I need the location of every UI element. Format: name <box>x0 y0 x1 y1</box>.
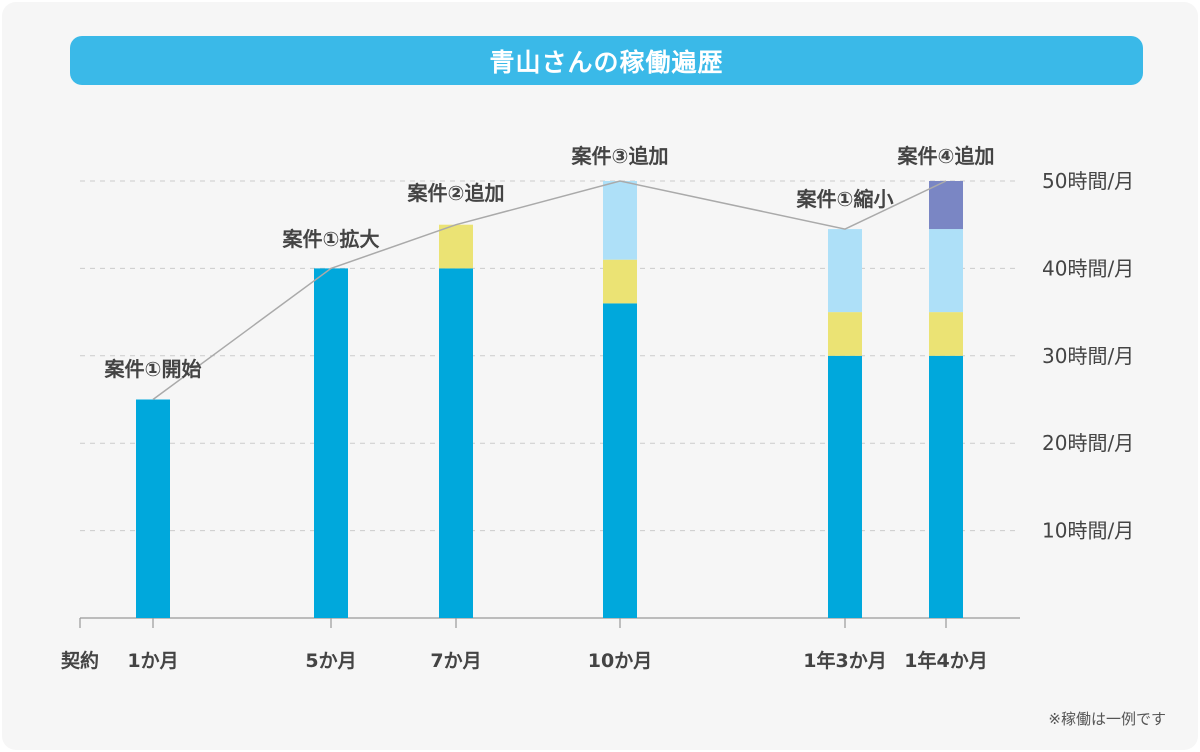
bar-segment <box>828 312 862 356</box>
annotation-label: 案件①拡大 <box>282 227 380 251</box>
bar-segment <box>929 229 963 313</box>
x-tick-label: 7か月 <box>430 650 481 672</box>
y-tick-label: 40時間/月 <box>1042 256 1134 280</box>
bar-segment <box>929 181 963 230</box>
bar-segment <box>828 229 862 313</box>
x-tick-label: 5か月 <box>305 650 356 672</box>
x-tick-label: 10か月 <box>588 650 652 672</box>
y-tick-label: 20時間/月 <box>1042 431 1134 455</box>
x-start-label: 契約 <box>60 649 99 672</box>
bar-segment <box>828 355 862 618</box>
annotation-label: 案件①開始 <box>104 357 202 381</box>
footnote: ※稼働は一例です <box>1048 710 1166 728</box>
annotation-label: 案件④追加 <box>897 144 995 168</box>
bar-segment <box>439 224 473 269</box>
title-bar: 青山さんの稼働遍歴 <box>70 36 1143 85</box>
y-tick-label: 50時間/月 <box>1042 169 1134 193</box>
annotation-label: 案件②追加 <box>407 181 505 205</box>
bar-segment <box>929 355 963 618</box>
y-tick-label: 10時間/月 <box>1042 519 1134 543</box>
x-tick-label: 1年3か月 <box>803 649 886 672</box>
bar-segment <box>603 303 637 618</box>
annotation-label: 案件①縮小 <box>796 187 894 211</box>
bar-segment <box>603 181 637 260</box>
bar-segment <box>439 268 473 618</box>
bar-segment <box>603 259 637 304</box>
x-tick-label: 1年4か月 <box>904 649 987 672</box>
annotation-label: 案件③追加 <box>571 144 669 168</box>
bar-segment <box>314 268 348 618</box>
bar-segment <box>929 312 963 356</box>
x-tick-label: 1か月 <box>127 650 178 672</box>
y-tick-label: 30時間/月 <box>1042 344 1134 368</box>
trend-line <box>152 180 947 401</box>
bar-segment <box>136 399 170 618</box>
chart-title: 青山さんの稼働遍歴 <box>489 47 724 77</box>
